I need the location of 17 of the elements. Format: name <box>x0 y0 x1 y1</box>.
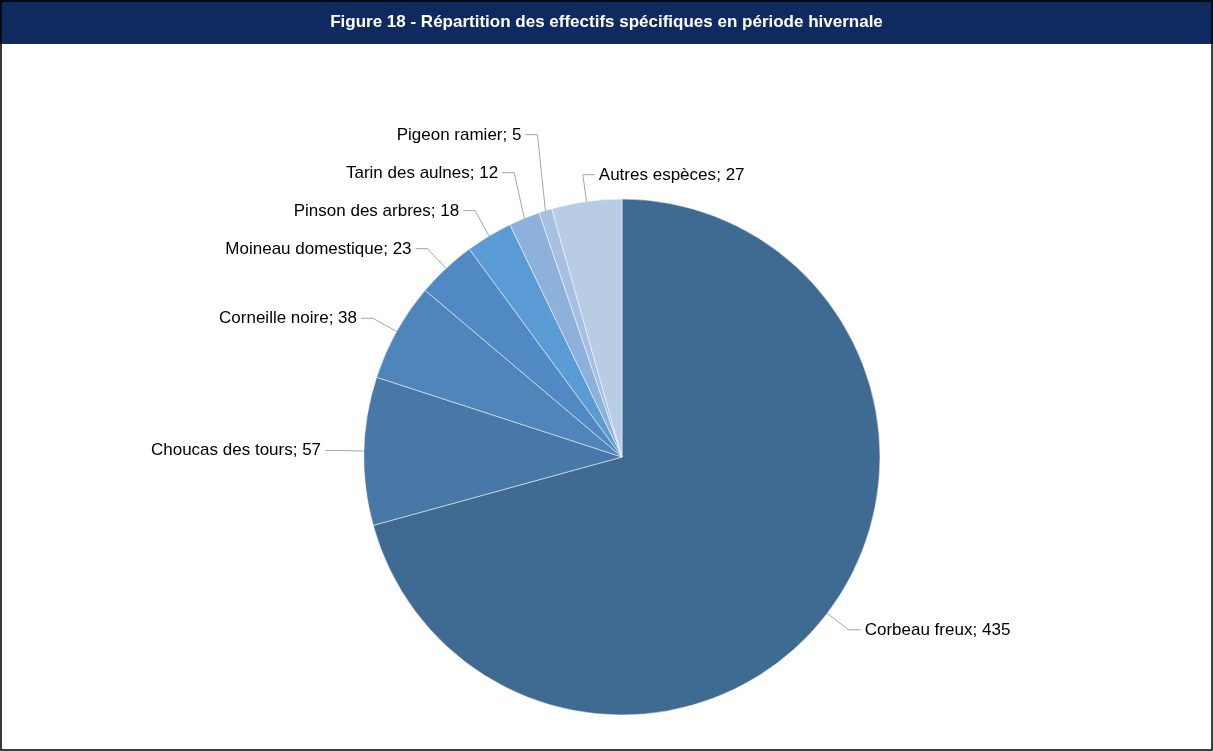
slice-label: Choucas des tours <box>150 440 293 460</box>
slice-label: Moineau domestique <box>225 238 384 258</box>
slice-label: Tarin des aulnes <box>345 162 470 182</box>
slice-label: Autres espèces <box>598 164 716 184</box>
data-label: ; 5 <box>502 124 522 144</box>
slice-label: Pigeon ramier <box>396 124 503 144</box>
slice-label: Pinson des arbres <box>293 200 431 220</box>
data-label: ; 27 <box>716 164 745 184</box>
slice-label: Corbeau freux <box>864 619 973 639</box>
data-label: ; 12 <box>469 162 499 182</box>
data-label: ; 38 <box>328 308 358 328</box>
data-label: ; 23 <box>383 238 412 258</box>
slice-label: Corneille noire <box>219 308 329 328</box>
data-label: ; 435 <box>972 619 1011 639</box>
data-label: ; 18 <box>430 200 460 220</box>
chart-title: Figure 18 - Répartition des effectifs spécifiques en période hivernale <box>330 12 883 31</box>
data-label: ; 57 <box>292 440 322 460</box>
